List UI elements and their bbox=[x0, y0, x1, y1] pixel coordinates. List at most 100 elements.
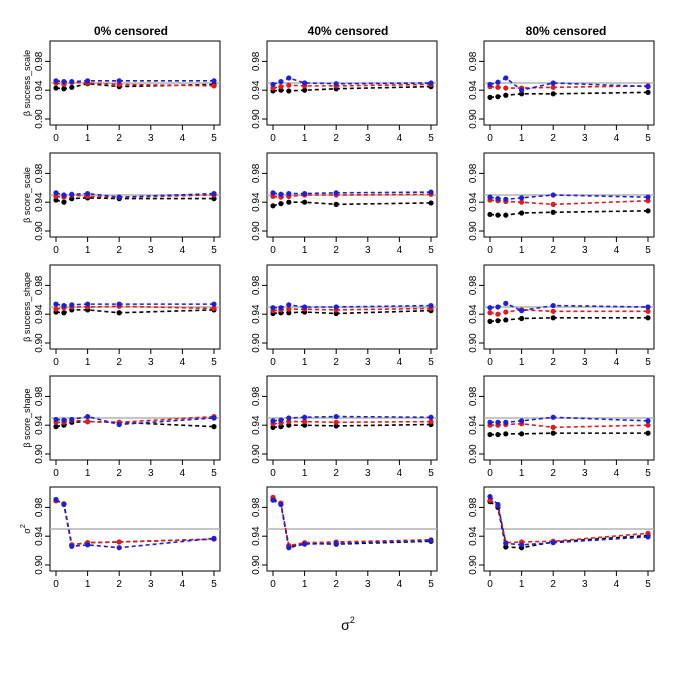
data-point-blue bbox=[503, 75, 509, 81]
data-point-blue bbox=[503, 419, 509, 425]
x-tick-label: 3 bbox=[365, 468, 371, 479]
data-point-blue bbox=[116, 194, 122, 200]
data-point-blue bbox=[211, 78, 217, 84]
data-point-red bbox=[428, 419, 434, 425]
column-title-0: 0% censored bbox=[94, 24, 168, 38]
column-title-1: 40% censored bbox=[308, 24, 389, 38]
series-line-black bbox=[489, 91, 649, 99]
y-tick-label: 0.98 bbox=[251, 275, 262, 295]
series-line-red bbox=[489, 85, 649, 89]
data-point-blue bbox=[487, 81, 493, 88]
series-line-black bbox=[272, 309, 432, 315]
y-tick-label: 0.98 bbox=[34, 275, 45, 295]
data-point-blue bbox=[302, 304, 308, 310]
data-point-red bbox=[278, 84, 284, 90]
y-tick-label: 0.98 bbox=[34, 163, 45, 183]
series-line-blue bbox=[55, 415, 215, 426]
x-tick-label: 4 bbox=[397, 579, 403, 590]
series-line-red bbox=[272, 420, 432, 425]
y-tick-label: 0.94 bbox=[251, 526, 262, 546]
data-point-blue bbox=[85, 542, 91, 548]
y-tick-label: 0.90 bbox=[34, 221, 45, 241]
x-tick-label: 4 bbox=[180, 133, 186, 144]
data-point-blue bbox=[495, 79, 501, 85]
data-point-black bbox=[270, 424, 276, 430]
x-tick-label: 1 bbox=[85, 579, 91, 590]
x-tick-label: 2 bbox=[116, 468, 122, 479]
data-point-black bbox=[519, 315, 525, 322]
data-point-blue bbox=[302, 190, 308, 197]
data-point-blue bbox=[211, 535, 217, 541]
data-point-red bbox=[116, 81, 122, 88]
panel-r0-c2: 0.90 0.94 0.98 0 1 2 3 4 5 bbox=[468, 40, 655, 144]
series-line-blue bbox=[55, 303, 214, 307]
data-point-blue bbox=[278, 501, 284, 508]
series-line-red bbox=[272, 307, 432, 312]
y-tick-label: 0.98 bbox=[468, 275, 479, 295]
data-point-black bbox=[69, 84, 75, 90]
y-tick-label: 0.90 bbox=[34, 333, 45, 353]
x-tick-label: 5 bbox=[645, 468, 651, 479]
data-point-black bbox=[302, 422, 308, 428]
x-tick-label: 3 bbox=[582, 579, 588, 590]
series-line-black bbox=[272, 85, 432, 92]
x-tick-label: 0 bbox=[487, 468, 493, 479]
data-point-black bbox=[503, 317, 509, 323]
x-tick-label: 0 bbox=[270, 245, 276, 256]
data-point-black bbox=[503, 544, 509, 550]
data-point-blue bbox=[61, 417, 67, 423]
row-label-3: β score_shape bbox=[22, 388, 32, 447]
x-tick-label: 2 bbox=[333, 579, 339, 590]
data-point-black bbox=[428, 200, 434, 206]
x-tick-label: 5 bbox=[211, 245, 217, 256]
x-tick-label: 1 bbox=[85, 468, 91, 479]
data-point-red bbox=[503, 309, 509, 315]
data-point-blue bbox=[550, 80, 556, 86]
y-tick-label: 0.90 bbox=[251, 333, 262, 353]
x-tick-label: 5 bbox=[428, 357, 434, 368]
data-point-blue bbox=[333, 413, 339, 420]
x-tick-label: 0 bbox=[270, 468, 276, 479]
data-point-red bbox=[495, 84, 501, 90]
data-point-black bbox=[278, 87, 284, 93]
data-point-blue bbox=[116, 78, 122, 84]
x-tick-label: 0 bbox=[270, 357, 276, 368]
data-point-blue bbox=[333, 304, 339, 310]
x-tick-label: 2 bbox=[550, 133, 556, 144]
data-point-red bbox=[550, 84, 556, 90]
panel-r3-c2: 0.90 0.94 0.98 0 1 2 3 4 5 bbox=[468, 375, 655, 479]
data-point-black bbox=[286, 88, 292, 94]
data-point-blue bbox=[286, 545, 292, 551]
x-tick-label: 3 bbox=[582, 245, 588, 256]
data-point-black bbox=[495, 431, 501, 438]
y-tick-label: 0.98 bbox=[34, 386, 45, 406]
data-point-blue bbox=[53, 78, 59, 84]
data-point-blue bbox=[487, 194, 493, 200]
data-point-blue bbox=[85, 78, 91, 84]
y-tick-label: 0.90 bbox=[251, 221, 262, 241]
data-point-red bbox=[270, 85, 276, 91]
data-point-red bbox=[550, 201, 556, 207]
data-point-blue bbox=[211, 301, 217, 307]
x-tick-label: 4 bbox=[180, 468, 186, 479]
data-point-blue bbox=[53, 416, 59, 423]
data-point-blue bbox=[495, 501, 501, 508]
x-tick-label: 3 bbox=[148, 133, 154, 144]
y-tick-label: 0.94 bbox=[251, 415, 262, 435]
data-point-black bbox=[211, 196, 217, 202]
data-point-red bbox=[286, 306, 292, 312]
x-tick-label: 2 bbox=[116, 579, 122, 590]
x-tick-label: 3 bbox=[148, 357, 154, 368]
data-point-blue bbox=[333, 190, 339, 196]
panel-r1-c2: 0.90 0.94 0.98 0 1 2 3 4 5 bbox=[468, 152, 655, 256]
data-point-black bbox=[116, 310, 122, 316]
data-point-black bbox=[333, 310, 339, 317]
x-tick-label: 4 bbox=[614, 357, 620, 368]
x-tick-label: 4 bbox=[397, 245, 403, 256]
data-point-black bbox=[495, 318, 501, 324]
x-tick-label: 1 bbox=[519, 245, 525, 256]
data-point-blue bbox=[503, 540, 509, 547]
y-tick-label: 0.94 bbox=[468, 80, 479, 100]
series-line-black bbox=[55, 82, 215, 90]
